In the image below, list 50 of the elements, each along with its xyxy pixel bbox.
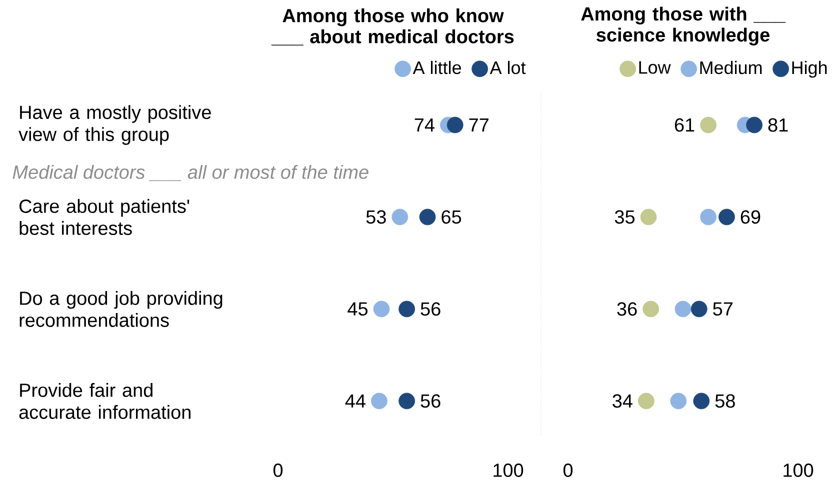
point	[700, 116, 717, 134]
chart-title: Among those who know ___ about medical doctors	[271, 8, 514, 46]
data-label: 56	[420, 302, 440, 316]
point	[670, 392, 687, 410]
data-label: 53	[366, 210, 386, 224]
legend-label: A little	[412, 60, 461, 74]
data-label: 77	[469, 118, 488, 132]
data-label: 58	[715, 394, 735, 408]
point	[371, 392, 388, 410]
legend-label: Medium	[700, 60, 762, 74]
point	[674, 300, 692, 318]
point	[392, 208, 408, 226]
point	[640, 208, 657, 226]
point	[398, 392, 416, 410]
x-tick-label: 100	[784, 464, 814, 477]
point	[642, 300, 660, 318]
annotation: Medical doctors ___ all or most of the time	[12, 164, 368, 182]
data-label: 35	[614, 210, 635, 224]
data-label: 56	[420, 394, 440, 408]
legend-label: High	[792, 60, 827, 78]
data-label: 45	[348, 302, 368, 316]
data-label: 34	[612, 394, 632, 408]
y-tick-label: Do a good job providing recommendations	[20, 291, 222, 327]
point	[690, 300, 708, 318]
point	[398, 300, 416, 318]
y-tick-label: Have a mostly positive view of this group	[18, 105, 211, 145]
point	[718, 208, 735, 226]
data-label: 81	[768, 118, 788, 132]
data-label: 74	[414, 118, 434, 132]
point	[693, 392, 710, 410]
data-label: 69	[740, 210, 760, 224]
point	[638, 392, 654, 410]
data-label: 57	[713, 302, 732, 316]
data-label: 65	[442, 210, 462, 224]
data-label: 61	[674, 118, 694, 132]
y-tick-label: Provide fair and accurate information	[19, 383, 190, 419]
data-label: 44	[345, 394, 366, 408]
data-label: 36	[617, 302, 637, 316]
legend-label: Low	[639, 61, 671, 74]
point	[746, 116, 763, 134]
point	[446, 116, 464, 134]
point	[700, 208, 717, 226]
legend-label: A lot	[490, 60, 526, 74]
x-tick-label: 100	[494, 464, 524, 477]
y-tick-label: Care about patients' best interests	[20, 199, 190, 235]
point	[419, 208, 436, 226]
x-tick-label: 0	[273, 464, 283, 477]
chart-title: Among those with ___ science knowledge	[581, 6, 786, 46]
point	[373, 300, 390, 318]
x-tick-label: 0	[563, 464, 573, 477]
